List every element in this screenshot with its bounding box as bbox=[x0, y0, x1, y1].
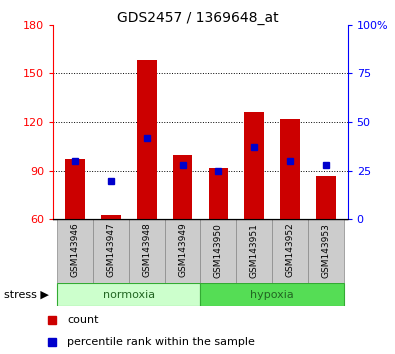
Text: GSM143946: GSM143946 bbox=[70, 223, 79, 278]
Bar bbox=[308, 219, 344, 283]
Text: GSM143948: GSM143948 bbox=[142, 223, 151, 278]
Text: percentile rank within the sample: percentile rank within the sample bbox=[67, 337, 255, 347]
Bar bbox=[201, 219, 236, 283]
Bar bbox=[272, 219, 308, 283]
Bar bbox=[101, 215, 120, 219]
Bar bbox=[57, 219, 93, 283]
Bar bbox=[316, 176, 336, 219]
Bar bbox=[201, 283, 344, 306]
Text: hypoxia: hypoxia bbox=[250, 290, 294, 300]
Text: count: count bbox=[67, 315, 99, 325]
Bar bbox=[65, 159, 85, 219]
Bar bbox=[93, 219, 129, 283]
Bar bbox=[280, 119, 300, 219]
Bar bbox=[209, 167, 228, 219]
Text: GSM143950: GSM143950 bbox=[214, 223, 223, 278]
Bar bbox=[236, 219, 272, 283]
Text: normoxia: normoxia bbox=[103, 290, 155, 300]
Bar bbox=[173, 155, 192, 219]
Text: GSM143953: GSM143953 bbox=[322, 223, 331, 278]
Text: GSM143952: GSM143952 bbox=[286, 223, 295, 278]
Bar bbox=[245, 113, 264, 219]
Text: GSM143949: GSM143949 bbox=[178, 223, 187, 278]
Text: GSM143947: GSM143947 bbox=[106, 223, 115, 278]
Bar bbox=[165, 219, 201, 283]
Text: GDS2457 / 1369648_at: GDS2457 / 1369648_at bbox=[117, 11, 278, 25]
Bar bbox=[57, 283, 201, 306]
Bar bbox=[137, 61, 156, 219]
Text: stress ▶: stress ▶ bbox=[4, 290, 49, 300]
Text: GSM143951: GSM143951 bbox=[250, 223, 259, 278]
Bar bbox=[129, 219, 165, 283]
